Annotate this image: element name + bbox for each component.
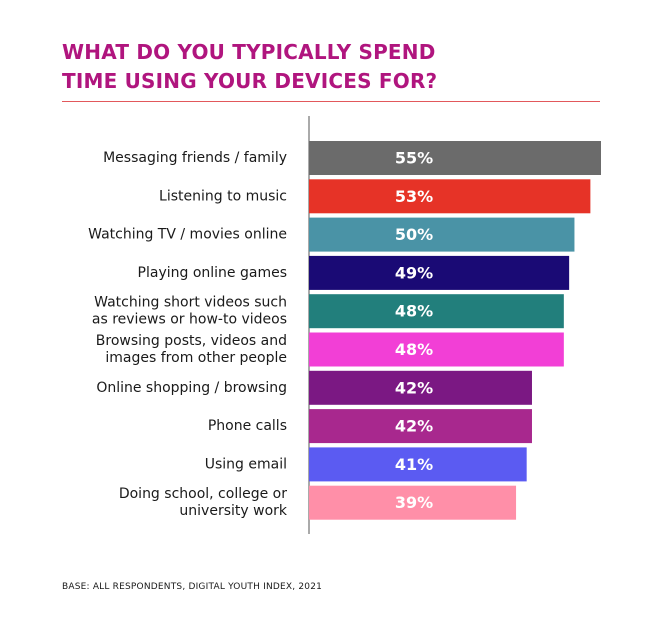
category-label-2-line-0: Watching TV / movies online <box>88 227 287 243</box>
category-label-9-line-1: university work <box>179 503 287 519</box>
value-label-0: 55% <box>395 149 433 168</box>
chart-title-line-2: TIME USING YOUR DEVICES FOR? <box>62 69 438 93</box>
category-label-8-line-0: Using email <box>205 456 287 472</box>
value-label-3: 49% <box>395 263 433 282</box>
value-label-2: 50% <box>395 225 433 244</box>
category-label-7-line-0: Phone calls <box>208 418 287 434</box>
bar-1 <box>309 179 591 214</box>
value-label-4: 48% <box>395 302 433 321</box>
category-label-5-line-0: Browsing posts, videos and <box>96 333 287 349</box>
category-label-1-line-0: Listening to music <box>159 188 287 204</box>
value-label-7: 42% <box>395 417 433 436</box>
bar-9 <box>309 485 517 520</box>
bar-3 <box>309 255 570 290</box>
value-label-9: 39% <box>395 493 433 512</box>
bar-6 <box>309 370 532 405</box>
category-label-5-line-1: images from other people <box>105 350 287 366</box>
category-label-6-line-0: Online shopping / browsing <box>96 380 287 396</box>
value-label-1: 53% <box>395 187 433 206</box>
bar-0 <box>309 141 601 175</box>
bar-8 <box>309 447 527 482</box>
category-label-4-line-0: Watching short videos such <box>94 295 287 311</box>
category-label-0-line-0: Messaging friends / family <box>103 150 287 166</box>
category-label-9-line-0: Doing school, college or <box>119 486 287 502</box>
chart-title-line-1: WHAT DO YOU TYPICALLY SPEND <box>62 40 436 64</box>
category-label-3-line-0: Playing online games <box>138 265 287 281</box>
bar-2 <box>309 217 575 252</box>
value-label-6: 42% <box>395 378 433 397</box>
chart-title: WHAT DO YOU TYPICALLY SPEND TIME USING Y… <box>62 38 622 96</box>
category-label-4-line-1: as reviews or how-to videos <box>92 312 287 328</box>
bar-7 <box>309 409 532 444</box>
value-label-8: 41% <box>395 455 433 474</box>
bar-4 <box>309 294 564 329</box>
title-divider <box>62 101 600 102</box>
bar-5 <box>309 332 564 367</box>
footnote: BASE: ALL RESPONDENTS, DIGITAL YOUTH IND… <box>62 582 323 592</box>
value-label-5: 48% <box>395 340 433 359</box>
